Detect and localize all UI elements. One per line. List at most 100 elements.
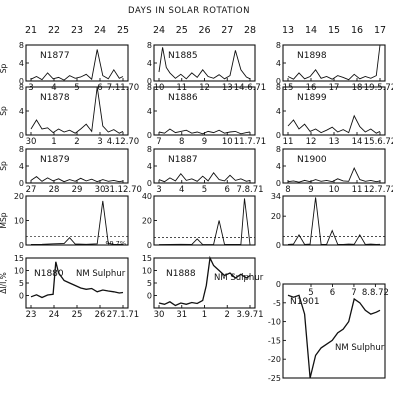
y-tick-label: 8 [19,145,24,154]
x-tick-label: 13 [222,83,233,93]
x-tick-label: 10 [154,83,165,93]
x-tick-label: 4 [51,83,56,93]
panel: 0 -5 -10 -15 -20 -25 5 6 7 8.8.72 N1901 NM Sulphur [268,280,389,383]
x-tick-label: 6 [330,288,335,298]
x-tick-label: 19.5.72 [364,83,393,93]
rotation-day-label: 13 [282,25,294,36]
data-line [30,86,124,134]
panel-label: N1900 [297,155,327,165]
y-tick-label: 8 [147,145,152,154]
y-tick-label: 15 [142,254,152,263]
x-tick-label: 5 [308,288,313,298]
y-tick-label: 0 [147,179,152,188]
y-tick-label: 0 [19,241,24,250]
y-tick-label: 0 [276,131,281,140]
data-line [158,47,251,80]
annotation: NM Sulphur [335,343,385,353]
panel-label: N1899 [297,93,327,103]
x-tick-label: 3 [28,83,33,93]
x-tick-label: 23 [26,310,37,320]
y-tick-label: 4 [19,107,24,116]
rotation-days: 21 22 23 24 25 24 25 26 27 28 13 14 15 16 17 [25,25,386,36]
y-tick-label: 20 [271,212,281,221]
x-tick-label: 10 [329,185,340,195]
x-tick-label: 5 [74,83,79,93]
x-tick-label: 11.7.71 [234,137,266,147]
x-tick-label: 16 [306,83,317,93]
rotation-day-label: 16 [351,25,363,36]
x-tick-label: 7.8.71 [236,185,263,195]
y-tick-label: -5 [273,299,281,308]
rotation-day-label: 17 [374,25,386,36]
y-tick-label: 4 [19,59,24,68]
rotation-day-label: 21 [25,25,37,36]
x-tick-label: 15.6.72 [364,137,393,147]
x-tick-label: 8.8.72 [362,288,389,298]
x-tick-label: 11 [283,137,294,147]
y-tick-label: 20 [142,217,152,226]
data-line [30,176,124,183]
x-tick-label: 4 [179,185,184,195]
reference-line-label: 99.7% [105,239,126,247]
data-line [158,128,251,135]
x-tick-label: 14 [352,137,363,147]
panel-label: N1886 [168,93,198,103]
x-tick-label: 17 [329,83,340,93]
panel: 8 4 010 11 12 13 14.6.71 N1885 [147,41,266,93]
y-tick-label: 0 [19,179,24,188]
y-tick-label: 4 [147,162,152,171]
panel-label: N1887 [168,155,198,165]
x-tick-label: 3 [156,185,161,195]
rotation-day-label: 24 [94,25,106,36]
rotation-day-label: 25 [176,25,188,36]
x-tick-label: 3 [97,137,102,147]
x-tick-label: 30 [26,137,37,147]
x-tick-label: 2 [225,310,230,320]
x-tick-label: 29 [72,185,83,195]
x-tick-label: 8 [285,185,290,195]
rotation-day-label: 26 [198,25,210,36]
y-tick-label: 8 [19,41,24,50]
annotation: NM Sulphur [214,273,264,283]
y-tick-label: 0 [19,292,24,301]
y-tick-label: 8 [19,83,24,92]
panel-label: N1888 [166,269,196,279]
y-tick-label: 0 [19,131,24,140]
x-tick-label: 8 [179,137,184,147]
data-line [30,49,124,81]
x-tick-label: 27 [26,185,37,195]
y-tick-label: 10 [14,217,24,226]
x-tick-label: 31.12.70 [104,185,142,195]
y-tick-label: 0 [276,280,281,289]
x-tick-label: 25 [72,310,83,320]
y-tick-label: 4 [276,162,281,171]
panel: 15 10 5 023 24 25 26 27.1.71 N1880 NM Sulphur [14,254,139,320]
data-line [158,172,251,183]
y-tick-label: 0 [276,241,281,250]
row-ylabels: Sp Sp Sp MSp ΔI/I,% [0,64,8,294]
x-tick-label: 6 [97,83,102,93]
top-label: DAYS IN SOLAR ROTATION [128,6,250,16]
x-tick-label: 18 [352,83,363,93]
panel: 34 20 0 [271,192,386,250]
data-line [287,167,381,183]
y-tick-label: 20 [14,192,24,201]
x-tick-label: 5 [202,185,207,195]
panel: 40 20 0 [142,192,256,250]
x-tick-label: 14.6.71 [234,83,266,93]
panel-label: N1880 [34,269,64,279]
x-tick-label: 24 [49,310,60,320]
y-tick-label: 10 [14,267,24,276]
y-tick-label: -20 [268,355,281,364]
y-tick-label: -15 [268,336,281,345]
x-tick-label: 1 [51,137,56,147]
y-tick-label: 4 [276,59,281,68]
row-ylabel: Sp [0,64,8,74]
rotation-day-label: 14 [305,25,317,36]
x-tick-label: 4.12.70 [107,137,139,147]
y-tick-label: 5 [147,279,152,288]
panel-label: N1877 [40,51,70,61]
x-tick-label: 9 [308,185,313,195]
